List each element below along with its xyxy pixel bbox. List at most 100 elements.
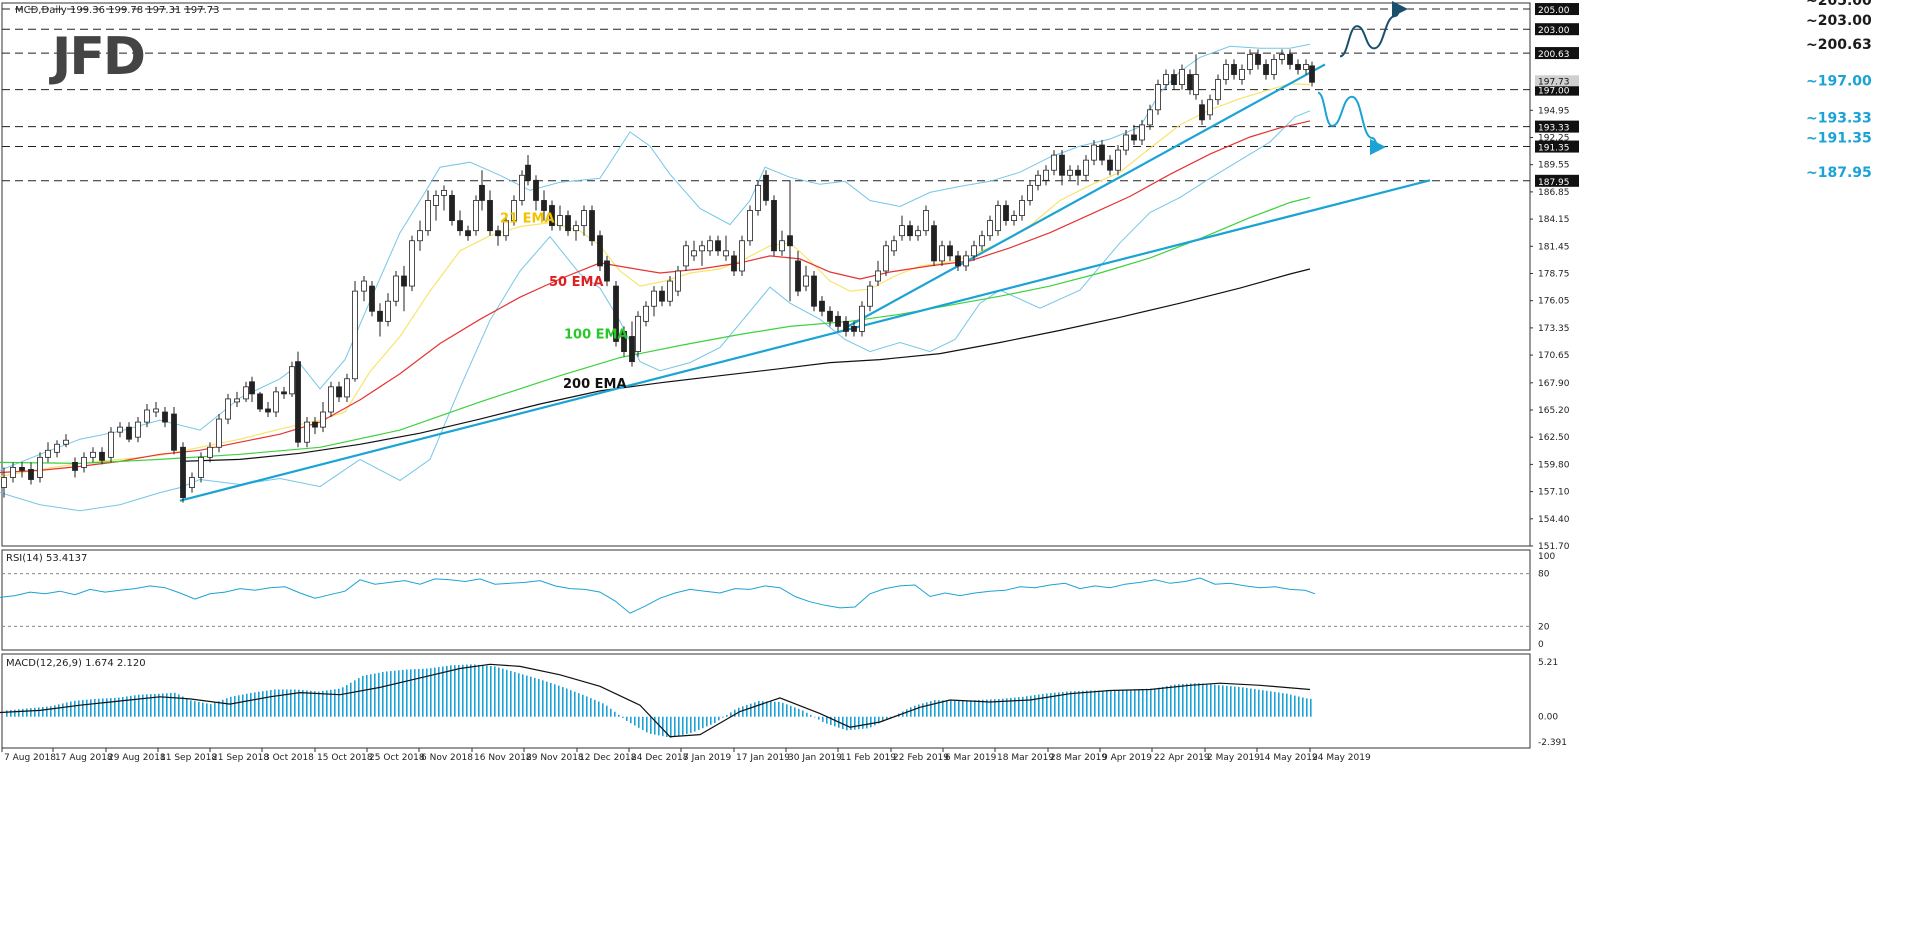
candle xyxy=(1107,155,1113,176)
macd-histogram-bar xyxy=(18,709,20,717)
macd-histogram-bar xyxy=(62,703,64,717)
candle xyxy=(449,190,455,226)
candle-body xyxy=(1027,184,1033,201)
macd-histogram-bar xyxy=(686,716,688,734)
candle xyxy=(369,281,375,317)
macd-histogram-bar xyxy=(1066,691,1068,717)
level-price-tag-text: 191.35 xyxy=(1538,144,1570,154)
macd-histogram-bar xyxy=(310,690,312,717)
candle-body xyxy=(243,386,249,400)
macd-histogram-bar xyxy=(530,676,532,717)
candle-body xyxy=(1171,74,1177,86)
candle-body xyxy=(37,456,43,478)
candle xyxy=(511,195,517,226)
candle-body xyxy=(281,391,287,395)
price-tick-label: 167.90 xyxy=(1538,379,1570,389)
candle xyxy=(659,286,665,307)
candle-body xyxy=(19,467,25,471)
candle-body xyxy=(691,250,697,257)
symbol-header: MCD,Daily 199.36 199.78 197.31 197.73 xyxy=(15,5,219,16)
candle xyxy=(827,306,833,327)
macd-histogram-bar xyxy=(1014,697,1016,717)
scenario-paths xyxy=(1317,1,1408,156)
macd-histogram-bar xyxy=(494,666,496,717)
macd-histogram-bar xyxy=(618,714,620,717)
candle xyxy=(843,316,849,337)
candle-body xyxy=(755,184,761,211)
candle-body xyxy=(565,215,571,232)
candle xyxy=(1193,54,1199,100)
candle-body xyxy=(90,451,96,458)
macd-histogram-bar xyxy=(70,701,72,717)
macd-histogram-bar xyxy=(366,675,368,717)
macd-histogram-bar xyxy=(362,675,364,717)
macd-histogram-bar xyxy=(1174,684,1176,717)
macd-histogram-bar xyxy=(1166,686,1168,717)
macd-histogram-bar xyxy=(354,680,356,717)
macd-histogram-bar xyxy=(1150,688,1152,717)
candle xyxy=(479,170,485,211)
rsi-tick-label: 100 xyxy=(1538,552,1555,562)
candle xyxy=(401,265,407,312)
level-price-tag-text: 187.95 xyxy=(1538,178,1570,188)
macd-histogram-bar xyxy=(710,716,712,725)
macd-histogram-bar xyxy=(546,681,548,717)
candle xyxy=(189,472,195,493)
macd-indicator: MACD(12,26,9) 1.674 2.120 5.21 0.00 -2.391 xyxy=(0,658,1567,748)
candle xyxy=(931,220,937,266)
candle-body xyxy=(328,386,334,413)
macd-histogram-bar xyxy=(930,701,932,717)
candle-body xyxy=(1215,79,1221,101)
macd-histogram-bar xyxy=(410,669,412,717)
candle xyxy=(939,240,945,266)
macd-histogram-bar xyxy=(230,696,232,717)
macd-histogram-bar xyxy=(614,711,616,717)
candle-body xyxy=(1067,169,1073,176)
time-tick-label: 18 Mar 2019 xyxy=(997,753,1054,763)
candle-body xyxy=(1107,159,1113,171)
candle-body xyxy=(361,280,367,292)
candle-body xyxy=(117,426,123,433)
macd-histogram-bar xyxy=(166,693,168,717)
candle-body xyxy=(963,255,969,267)
macd-histogram-bar xyxy=(862,716,864,729)
macd-histogram-bar xyxy=(690,716,692,733)
candle-body xyxy=(795,260,801,292)
candle-body xyxy=(465,230,471,237)
candle-body xyxy=(675,270,681,292)
candle xyxy=(234,391,240,407)
macd-histogram-bar xyxy=(878,716,880,724)
macd-histogram-bar xyxy=(642,716,644,731)
macd-histogram-bar xyxy=(42,707,44,717)
macd-histogram-bar xyxy=(322,690,324,717)
candle xyxy=(1123,129,1129,156)
candle xyxy=(763,170,769,206)
level-label: ~205.00 xyxy=(1806,0,1872,9)
macd-histogram-bar xyxy=(438,667,440,717)
macd-histogram-bar xyxy=(974,700,976,717)
price-tick-label: 154.40 xyxy=(1538,515,1570,525)
candle xyxy=(883,240,889,277)
macd-histogram-bar xyxy=(562,687,564,717)
macd-histogram-bar xyxy=(742,706,744,717)
level-price-tag xyxy=(1535,120,1579,133)
macd-histogram-bar xyxy=(150,694,152,717)
jfd-logo-text: JFD xyxy=(49,27,144,87)
macd-histogram-bar xyxy=(14,709,16,717)
macd-histogram-bar xyxy=(1262,690,1264,717)
candle xyxy=(699,240,705,266)
macd-histogram-bar xyxy=(666,716,668,737)
macd-histogram-bar xyxy=(630,716,632,724)
time-tick-label: 24 Dec 2018 xyxy=(631,753,689,763)
time-tick-label: 3 Oct 2018 xyxy=(264,753,314,763)
macd-histogram-bar xyxy=(958,700,960,717)
macd-histogram-bar xyxy=(1054,692,1056,717)
macd-histogram-bar xyxy=(962,700,964,717)
candle xyxy=(557,205,563,231)
candle xyxy=(1163,69,1169,90)
candle-body xyxy=(433,195,439,206)
candle-body xyxy=(643,305,649,322)
candle-body xyxy=(621,331,627,352)
candle-body xyxy=(1091,144,1097,161)
candle-body xyxy=(699,245,705,252)
